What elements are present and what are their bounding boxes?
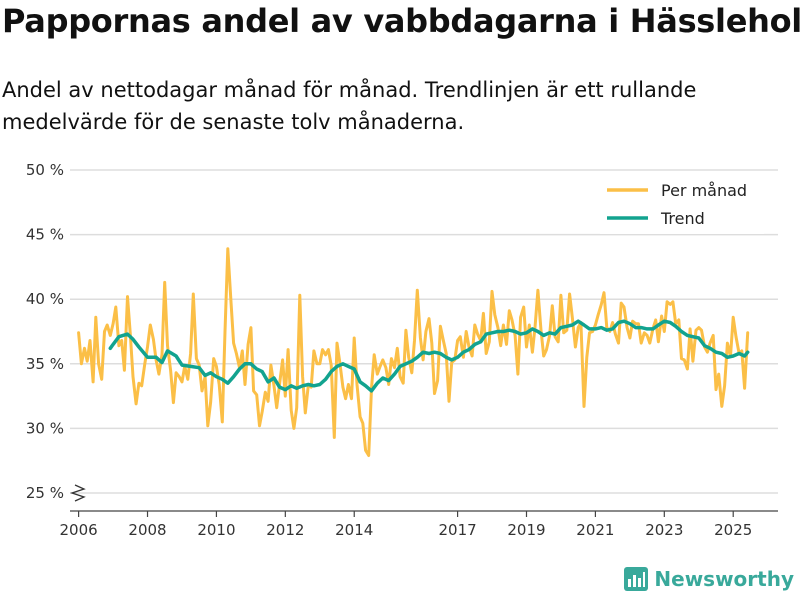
x-tick-label: 2021 [576, 521, 614, 539]
x-tick-label: 2025 [714, 521, 752, 539]
bar-chart-icon [624, 567, 649, 591]
y-tick-label: 45 % [26, 226, 64, 244]
chart-title: Pappornas andel av vabbdagarna i Hässleh… [2, 2, 800, 40]
x-tick-label: 2010 [197, 521, 235, 539]
y-tick-label: 30 % [26, 419, 64, 437]
x-tick-label: 2017 [438, 521, 476, 539]
x-tick-label: 2008 [128, 521, 166, 539]
chart-subtitle: Andel av nettodagar månad för månad. Tre… [2, 78, 697, 134]
legend-box [600, 176, 764, 234]
legend-label: Trend [660, 209, 705, 228]
x-tick-label: 2019 [507, 521, 545, 539]
x-tick-label: 2012 [266, 521, 304, 539]
series-lines [77, 247, 750, 457]
x-tick-label: 2014 [335, 521, 373, 539]
x-axis: 2006 2008 2010 2012 2014 2017 2019 2021 2023 2025 [60, 510, 778, 539]
x-tick-label: 2023 [645, 521, 683, 539]
y-tick-label: 35 % [26, 355, 64, 373]
axis-break-marker [69, 484, 86, 502]
brand-name: Newsworthy [654, 567, 794, 591]
y-tick-label: 40 % [26, 290, 64, 308]
legend: Per månad Trend [600, 176, 764, 234]
legend-label: Per månad [661, 181, 747, 200]
series-line-per-manad [77, 247, 750, 457]
y-tick-label: 25 % [26, 484, 64, 502]
x-tick-label: 2006 [60, 521, 98, 539]
brand-logo: Newsworthy [624, 564, 794, 594]
y-axis: 25 % 30 % 35 % 40 % 45 % 50 % [26, 161, 86, 502]
series-line-trend [108, 319, 750, 393]
y-tick-label: 50 % [26, 161, 64, 179]
